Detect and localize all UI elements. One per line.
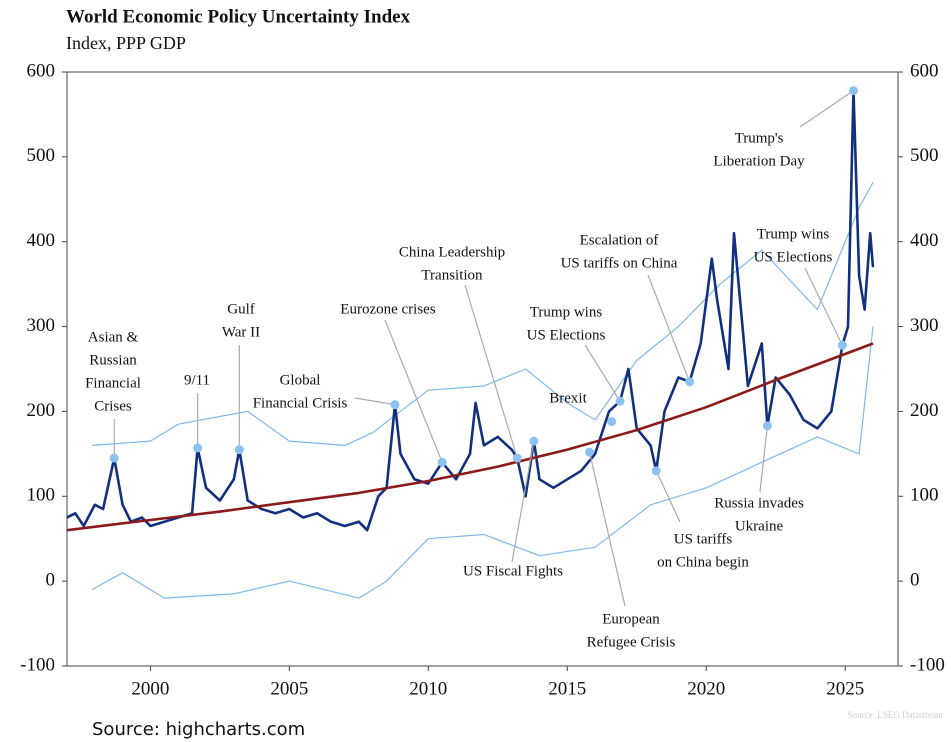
- annotation-leader: [588, 452, 626, 607]
- annotation-label: Liberation Day: [713, 153, 805, 169]
- annotation-leader: [647, 274, 691, 382]
- y-tick-label: 100: [27, 485, 56, 506]
- plot-frame: [66, 71, 899, 667]
- annotation-point: [849, 86, 859, 96]
- annotation-label: 9/11: [184, 372, 210, 388]
- annotation-label: US Elections: [527, 327, 606, 343]
- y2-tick-label: 300: [910, 315, 939, 336]
- y2-tick-label: 100: [910, 485, 939, 506]
- annotation-leader: [804, 267, 843, 346]
- annotation-label: Global: [280, 372, 321, 388]
- annotation-point: [529, 436, 539, 446]
- y-tick-label: -100: [20, 654, 55, 675]
- annotation-label: Russia invades: [714, 495, 804, 511]
- annotation-label: Trump wins: [757, 226, 830, 242]
- annotation-point: [585, 447, 595, 457]
- series-line: [67, 89, 875, 532]
- chart-subtitle: Index, PPP GDP: [66, 33, 186, 53]
- annotation-point: [234, 445, 244, 455]
- annotation-label: Eurozone crises: [340, 301, 436, 317]
- annotation-label: Refugee Crisis: [587, 634, 676, 650]
- annotation-leader: [384, 319, 443, 463]
- annotation-label: Transition: [421, 267, 483, 283]
- y2-tick-label: 400: [910, 230, 939, 251]
- annotation-leader: [759, 425, 768, 493]
- annotation-label: European: [602, 611, 660, 627]
- annotation-leader: [511, 441, 535, 563]
- annotation-label: Russian: [89, 352, 137, 368]
- chart-title: World Economic Policy Uncertainty Index: [66, 6, 411, 27]
- y-tick-label: 400: [27, 230, 56, 251]
- annotation-label: Trump wins: [530, 304, 603, 320]
- annotation-label: Crises: [94, 398, 132, 414]
- annotation-leader: [655, 470, 681, 523]
- annotation-label: US tariffs: [674, 531, 733, 547]
- annotation-leader: [584, 344, 621, 402]
- series-line: [91, 326, 874, 599]
- y-tick-label: 300: [27, 315, 56, 336]
- annotation-label: China Leadership: [399, 244, 505, 260]
- y2-tick-label: 600: [910, 60, 939, 81]
- annotation-point: [109, 453, 119, 463]
- annotation-point: [607, 417, 617, 427]
- y2-tick-label: 0: [910, 570, 920, 591]
- x-tick-label: 2015: [548, 678, 586, 699]
- annotation-label: US tariffs on China: [561, 255, 678, 271]
- annotation-leader: [354, 397, 396, 406]
- y2-tick-label: -100: [910, 654, 945, 675]
- y-tick-label: 200: [27, 400, 56, 421]
- annotation-label: on China begin: [657, 554, 749, 570]
- annotation-point: [762, 421, 772, 431]
- series-line: [67, 342, 874, 532]
- annotation-point: [437, 457, 447, 467]
- x-tick-label: 2000: [131, 678, 169, 699]
- x-tick-label: 2025: [826, 678, 864, 699]
- annotation-label: Gulf: [227, 301, 255, 317]
- source: Source: highcharts.com: [92, 719, 305, 740]
- annotation-point: [193, 443, 203, 453]
- y-tick-label: 500: [27, 145, 56, 166]
- y2-tick-label: 500: [910, 145, 939, 166]
- y2-tick-label: 200: [910, 400, 939, 421]
- annotation-point: [837, 340, 847, 350]
- y-tick-label: 0: [46, 570, 56, 591]
- annotation-leader: [464, 284, 518, 459]
- annotation-label: Trump's: [735, 130, 784, 146]
- annotation-leader: [799, 90, 854, 128]
- annotation-label: US Elections: [754, 249, 833, 265]
- credit: Source: LSEG Datastream: [848, 710, 943, 720]
- x-tick-label: 2010: [409, 678, 447, 699]
- annotation-point: [390, 400, 400, 410]
- y-tick-label: 600: [27, 60, 56, 81]
- annotation-label: Asian &: [88, 329, 139, 345]
- annotation-label: War II: [222, 324, 260, 340]
- annotation-point: [651, 466, 661, 476]
- annotation-point: [615, 396, 625, 406]
- x-tick-label: 2005: [270, 678, 308, 699]
- annotation-label: Ukraine: [735, 518, 784, 534]
- annotation-label: US Fiscal Fights: [463, 563, 563, 579]
- annotation-point: [512, 453, 522, 463]
- annotation-label: Financial: [85, 375, 141, 391]
- annotation-label: Financial Crisis: [253, 395, 348, 411]
- annotation-label: Brexit: [549, 390, 587, 406]
- series-line: [91, 182, 874, 446]
- annotation-label: Escalation of: [580, 232, 659, 248]
- x-tick-label: 2020: [687, 678, 725, 699]
- annotation-point: [685, 377, 695, 387]
